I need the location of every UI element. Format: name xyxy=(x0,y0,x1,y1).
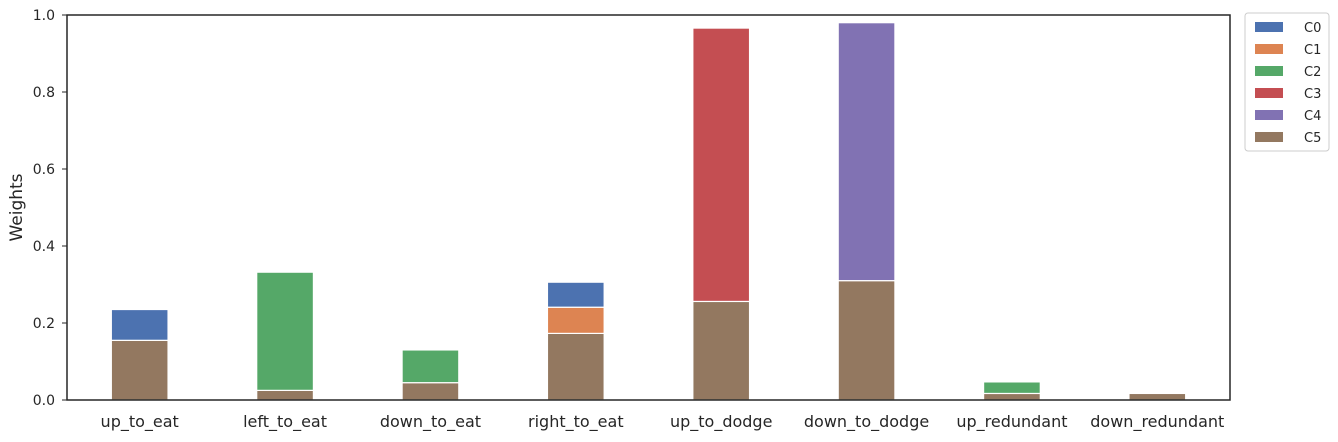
bar-C5-left_to_eat xyxy=(256,389,315,401)
bar-C5-down_to_eat xyxy=(401,382,460,401)
legend-label-C1: C1 xyxy=(1304,43,1321,58)
x-tick-label: right_to_eat xyxy=(528,412,624,432)
y-tick-label: 0.8 xyxy=(33,85,55,101)
legend-label-C2: C2 xyxy=(1304,65,1321,80)
bar-C1-right_to_eat xyxy=(546,306,605,335)
x-axis-ticks: up_to_eat left_to_eat down_to_eat right_to_… xyxy=(101,412,1225,432)
legend-swatch-C1 xyxy=(1255,44,1283,54)
y-tick-label: 0.6 xyxy=(33,162,55,178)
bar-C0-right_to_eat xyxy=(546,281,605,308)
legend-swatch-C2 xyxy=(1255,66,1283,76)
bars-layer xyxy=(110,22,1187,401)
legend-label-C3: C3 xyxy=(1304,87,1321,102)
bar-C5-down_redundant xyxy=(1128,392,1187,401)
bar-C5-right_to_eat xyxy=(546,332,605,401)
legend-label-C5: C5 xyxy=(1304,131,1321,146)
bar-C5-up_redundant xyxy=(982,392,1041,401)
bar-C5-up_to_dodge xyxy=(692,300,751,401)
y-tick-label: 0.0 xyxy=(33,393,55,409)
legend-label-C4: C4 xyxy=(1304,109,1321,124)
x-tick-label: up_to_eat xyxy=(101,412,179,432)
y-axis-title: Weights xyxy=(7,173,27,241)
bar-C2-up_redundant xyxy=(982,381,1041,395)
x-tick-label: up_redundant xyxy=(956,412,1067,432)
x-tick-label: down_to_eat xyxy=(380,412,481,432)
legend: C0 C1 C2 C3 C4 C5 xyxy=(1244,12,1330,152)
legend-label-C0: C0 xyxy=(1304,21,1321,36)
legend-swatch-C4 xyxy=(1255,110,1283,120)
bar-C5-down_to_dodge xyxy=(837,280,896,401)
y-tick-label: 0.2 xyxy=(33,316,55,332)
plot-frame xyxy=(66,14,1231,401)
y-axis-ticks: 0.0 0.2 0.4 0.6 0.8 1.0 xyxy=(33,8,67,409)
bar-C0-up_to_eat xyxy=(110,308,169,341)
x-tick-label: left_to_eat xyxy=(243,412,327,432)
x-tick-label: down_to_dodge xyxy=(804,412,929,432)
bar-C2-left_to_eat xyxy=(256,271,315,391)
legend-swatch-C3 xyxy=(1255,88,1283,98)
bar-C5-up_to_eat xyxy=(110,339,169,401)
y-tick-label: 1.0 xyxy=(33,8,55,24)
legend-swatch-C5 xyxy=(1255,132,1283,142)
bar-C3-up_to_dodge xyxy=(692,27,751,303)
legend-swatch-C0 xyxy=(1255,22,1283,32)
x-tick-label: down_redundant xyxy=(1090,412,1224,432)
y-tick-label: 0.4 xyxy=(33,239,55,255)
bar-C2-down_to_eat xyxy=(401,349,460,384)
x-tick-label: up_to_dodge xyxy=(670,412,772,432)
bar-C4-down_to_dodge xyxy=(837,22,896,282)
